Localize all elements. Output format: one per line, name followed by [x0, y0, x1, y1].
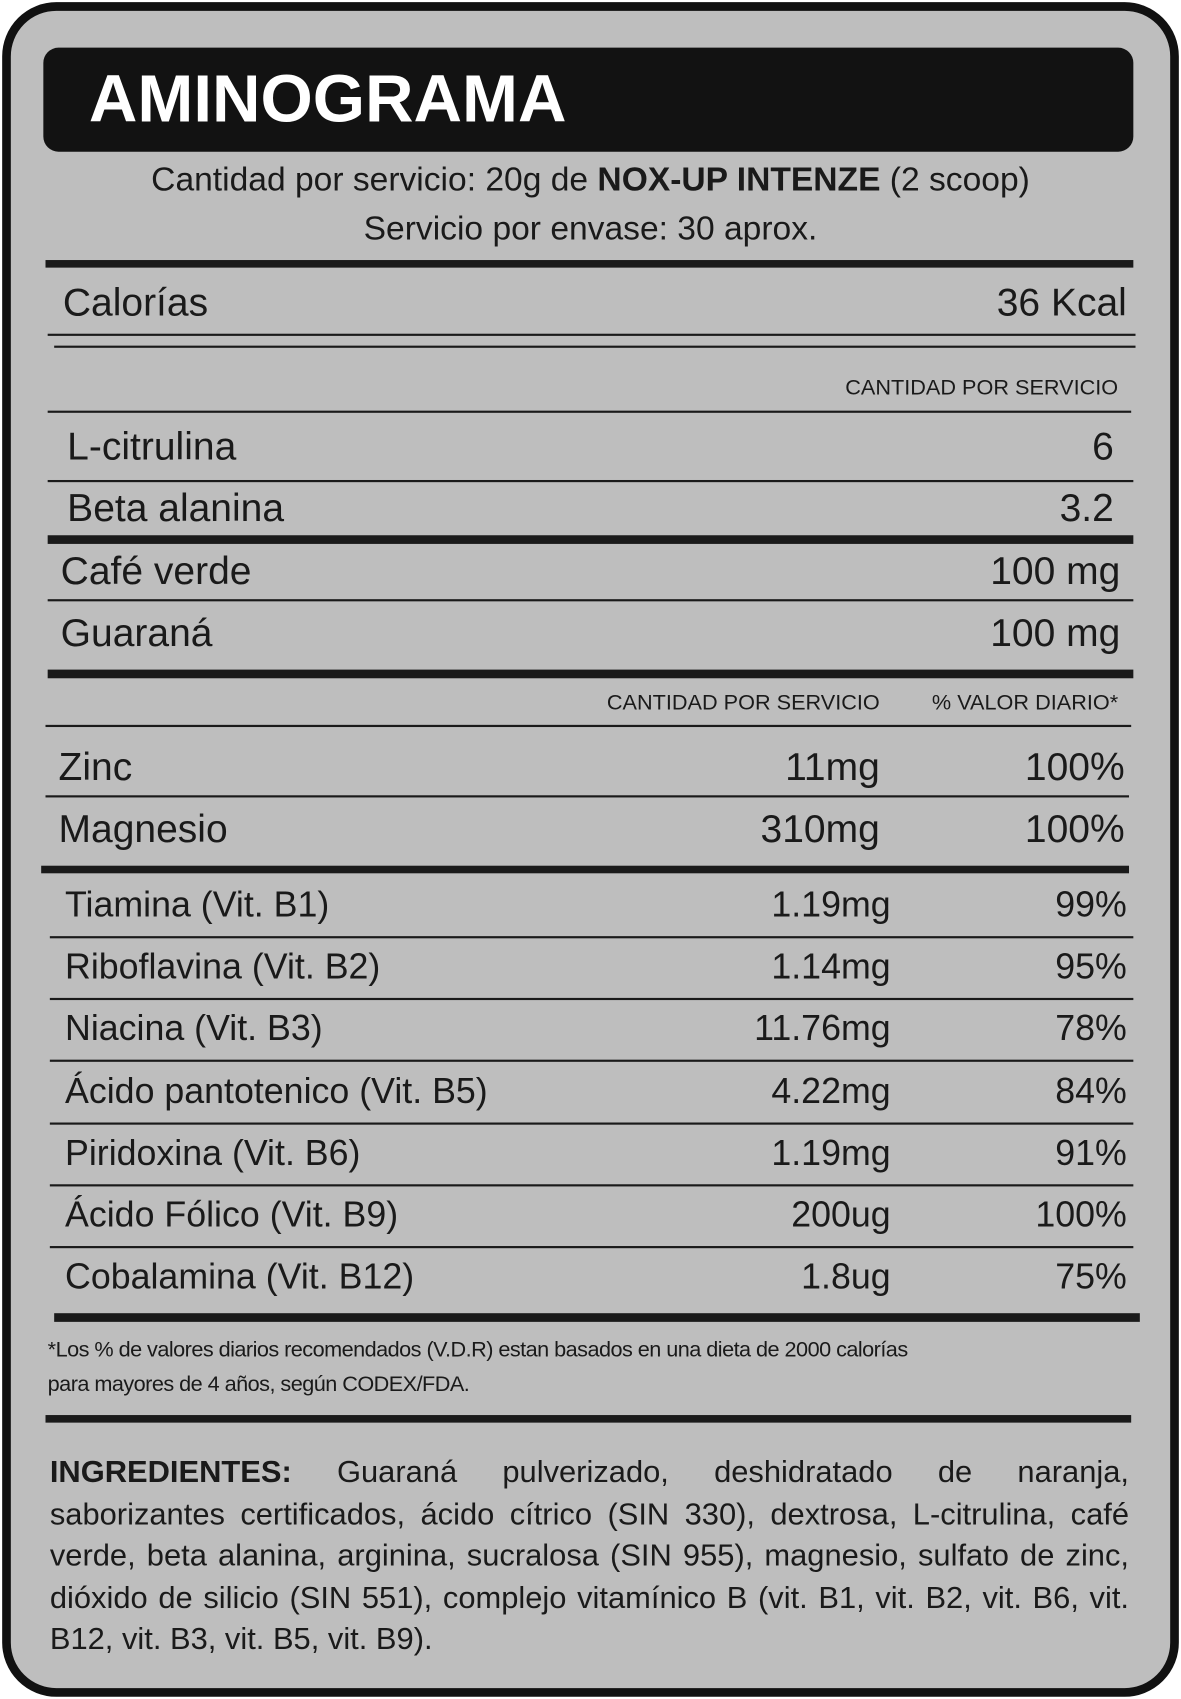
vitamin-dv: 75% — [1055, 1255, 1127, 1297]
serving-prefix: Cantidad por servicio: 20g de — [151, 160, 598, 199]
serving-suffix: (2 scoop) — [880, 160, 1030, 199]
divider-thin — [47, 479, 1134, 483]
ingredients: INGREDIENTES: Guaraná pulverizado, deshi… — [50, 1452, 1129, 1661]
divider-thin — [47, 333, 1136, 336]
divider-thick — [45, 260, 1134, 268]
section2-header-dv: % VALOR DIARIO* — [931, 691, 1119, 716]
nutrient-amount: 6 — [1092, 423, 1114, 469]
ingredients-label: INGREDIENTES: — [49, 1455, 292, 1490]
vitamin-name: Ácido Fólico (Vit. B9) — [65, 1194, 399, 1235]
divider-thin — [49, 998, 1134, 1001]
vitamin-name: Riboflavina (Vit. B2) — [65, 946, 381, 987]
nutrient-amount: 100 mg — [990, 610, 1121, 655]
nutrient-amount: 100 mg — [990, 548, 1121, 593]
mineral-amount: 11mg — [785, 744, 880, 789]
divider-thick — [45, 1415, 1132, 1423]
calories-value: 36 Kcal — [996, 279, 1127, 324]
nutrient-name: Café verde — [60, 548, 252, 593]
vitamin-name: Niacina (Vit. B3) — [65, 1008, 323, 1049]
calories-label: Calorías — [62, 279, 209, 324]
divider-thin — [45, 724, 1132, 728]
mineral-name: Zinc — [58, 744, 133, 789]
vitamin-dv: 99% — [1055, 884, 1127, 925]
divider-thin — [49, 1060, 1134, 1063]
vitamin-amount: 200ug — [791, 1194, 891, 1235]
divider-thick — [47, 669, 1134, 679]
nutrient-name: Beta alanina — [67, 485, 285, 530]
divider-thin — [47, 410, 1132, 413]
vitamin-amount: 1.19mg — [771, 884, 891, 925]
vitamin-amount: 4.22mg — [771, 1070, 891, 1111]
mineral-dv: 100% — [1024, 744, 1125, 789]
label-title: AMINOGRAMA — [88, 61, 567, 137]
vitamin-name: Tiamina (Vit. B1) — [65, 884, 330, 925]
mineral-amount: 310mg — [760, 806, 880, 851]
section2-header-amount: CANTIDAD POR SERVICIO — [606, 691, 880, 716]
product-name: NOX-UP INTENZE — [597, 160, 881, 199]
divider-thin — [47, 599, 1134, 602]
section1-header: CANTIDAD POR SERVICIO — [845, 375, 1119, 400]
nutrient-name: Guaraná — [60, 610, 213, 655]
divider-thin — [49, 1122, 1134, 1125]
mineral-name: Magnesio — [58, 806, 228, 851]
vitamin-dv: 84% — [1055, 1070, 1127, 1111]
vitamin-dv: 100% — [1035, 1194, 1127, 1235]
ingredients-text: Guaraná pulverizado, deshidratado de nar… — [49, 1455, 1130, 1657]
divider-thin — [49, 1246, 1134, 1249]
divider-thick — [47, 535, 1134, 544]
servings-per-container: Servicio por envase: 30 aprox. — [363, 209, 818, 248]
divider-thick — [41, 865, 1130, 874]
serving-size: Cantidad por servicio: 20g de NOX-UP INT… — [0, 163, 1181, 197]
divider-thin — [54, 345, 1136, 348]
nutrient-name: L-citrulina — [67, 423, 237, 469]
nutrient-amount: 3.2 — [1059, 485, 1114, 530]
title-bar: AMINOGRAMA — [43, 47, 1134, 152]
divider-thin — [49, 1184, 1134, 1187]
divider-thin — [45, 795, 1130, 798]
mineral-dv: 100% — [1024, 806, 1125, 851]
vitamin-dv: 91% — [1055, 1132, 1127, 1173]
vitamin-amount: 1.14mg — [771, 946, 891, 987]
vitamin-name: Piridoxina (Vit. B6) — [65, 1132, 361, 1173]
footnote-line1: *Los % de valores diarios recomendados (… — [47, 1338, 908, 1362]
vitamin-amount: 11.76mg — [754, 1008, 891, 1049]
vitamin-dv: 78% — [1055, 1008, 1127, 1049]
divider-thick — [54, 1313, 1140, 1322]
vitamin-amount: 1.8ug — [801, 1255, 891, 1297]
footnote-line2: para mayores de 4 años, según CODEX/FDA. — [47, 1372, 470, 1397]
vitamin-dv: 95% — [1055, 946, 1127, 987]
divider-thin — [49, 936, 1134, 939]
vitamin-amount: 1.19mg — [771, 1132, 891, 1173]
vitamin-name: Cobalamina (Vit. B12) — [65, 1255, 415, 1297]
vitamin-name: Ácido pantotenico (Vit. B5) — [65, 1070, 488, 1111]
